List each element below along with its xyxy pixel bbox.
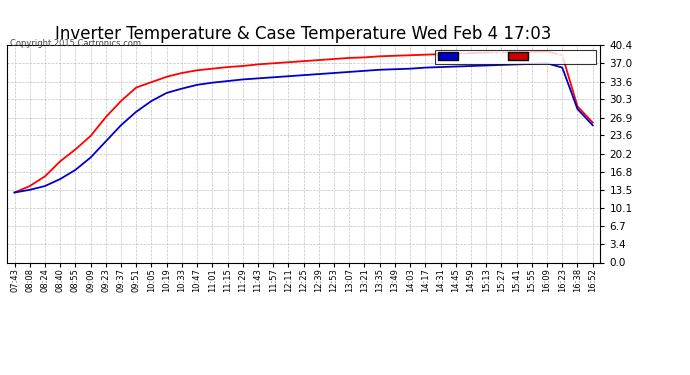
Title: Inverter Temperature & Case Temperature Wed Feb 4 17:03: Inverter Temperature & Case Temperature … xyxy=(55,26,552,44)
Text: Copyright 2015 Cartronics.com: Copyright 2015 Cartronics.com xyxy=(10,39,141,48)
Legend: Case  (°C), Inver ter  (°C): Case (°C), Inver ter (°C) xyxy=(435,50,595,64)
